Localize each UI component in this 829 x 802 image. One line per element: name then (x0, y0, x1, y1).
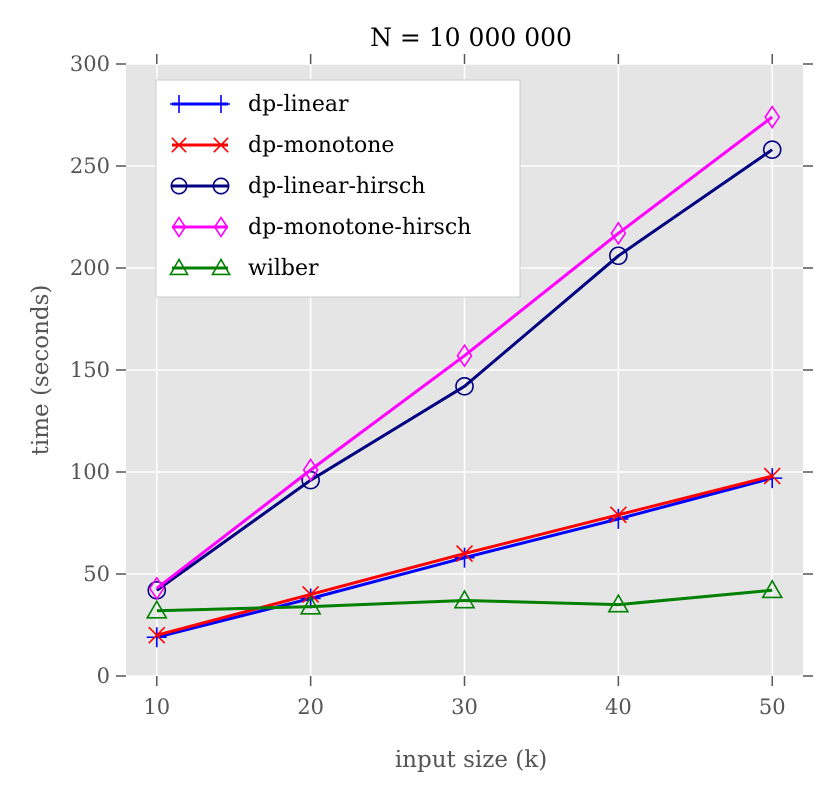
legend-label: dp-monotone (248, 133, 394, 158)
marker-cross (171, 137, 187, 153)
marker-triangle (145, 599, 168, 619)
legend-box (155, 79, 521, 298)
y-axis-label: time (seconds) (28, 285, 54, 456)
marker-plus (146, 627, 167, 648)
series-dp-linear (146, 468, 783, 648)
legend: dp-linear dp-monotone dp-linear-hirsch dp-m… (155, 79, 521, 298)
legend-item: wilber (169, 256, 319, 281)
series-line (155, 148, 774, 592)
marker-diamond (213, 216, 229, 238)
marker-cross (763, 467, 781, 485)
axis-ticks (116, 54, 813, 686)
marker-diamond (171, 216, 187, 238)
marker-cross (213, 137, 229, 153)
legend-label: dp-monotone-hirsch (248, 215, 471, 240)
marker-diamond (456, 343, 473, 368)
series-line (156, 588, 773, 613)
y-tick-label: 250 (70, 154, 110, 178)
y-tick-label: 50 (83, 562, 110, 586)
marker-plus (608, 508, 629, 529)
marker-cross (455, 545, 474, 563)
marker-diamond (302, 458, 319, 482)
series-dp-monotone-hirsch (148, 105, 781, 601)
marker-triangle (211, 257, 231, 276)
legend-item: dp-monotone-hirsch (171, 215, 471, 240)
x-tick-label: 20 (297, 695, 324, 719)
legend-item: dp-linear-hirsch (170, 174, 425, 199)
x-tick-label: 10 (143, 695, 170, 719)
series-line (155, 115, 774, 590)
marker-triangle (453, 589, 476, 609)
marker-triangle (169, 257, 189, 276)
marker-triangle (607, 593, 630, 613)
legend-label: wilber (248, 256, 319, 281)
marker-circle (762, 140, 782, 159)
legend-label: dp-linear (248, 92, 349, 117)
x-tick-label: 30 (451, 695, 478, 719)
marker-circle (170, 177, 188, 195)
marker-cross (148, 626, 166, 644)
x-axis-label: input size (k) (395, 747, 547, 773)
y-tick-label: 300 (70, 52, 110, 76)
marker-triangle (299, 595, 322, 615)
legend-label: dp-linear-hirsch (248, 174, 425, 199)
marker-cross (302, 585, 320, 603)
series-wilber (145, 579, 784, 619)
series (145, 105, 784, 648)
marker-diamond (610, 221, 627, 246)
marker-circle (455, 377, 474, 396)
marker-diamond (764, 105, 781, 129)
marker-plus (212, 95, 230, 113)
y-tick-label: 200 (70, 256, 110, 280)
x-tick-label: 40 (605, 695, 632, 719)
y-tick-label: 150 (70, 358, 110, 382)
marker-diamond (148, 576, 165, 601)
legend-item: dp-monotone (171, 133, 394, 158)
marker-circle (609, 246, 628, 266)
tick-labels: 10 20 30 40 50 0 50 100 150 200 250 300 (70, 52, 786, 719)
marker-cross (609, 506, 627, 524)
y-tick-label: 0 (97, 664, 110, 688)
y-tick-label: 100 (70, 460, 110, 484)
marker-plus (170, 95, 188, 113)
legend-item: dp-linear (170, 92, 349, 117)
x-tick-label: 50 (759, 695, 786, 719)
marker-circle (212, 177, 230, 195)
marker-triangle (761, 579, 784, 599)
chart-title: N = 10 000 000 (370, 23, 572, 52)
marker-plus (454, 547, 475, 568)
